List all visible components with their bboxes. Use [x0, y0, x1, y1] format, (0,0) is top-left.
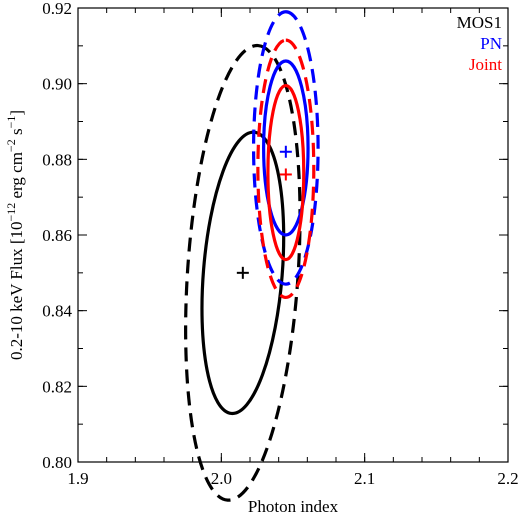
x-tick-label: 2.2: [497, 469, 518, 488]
plot-frame: [77, 7, 509, 463]
legend: MOS1 PN Joint: [457, 13, 503, 74]
axis-ticks: 1.9 2.0 2.1 2.2 0.80 0.82 0.84 0.86 0.88 0.90 0.92: [42, 0, 518, 488]
plot-content: [184, 10, 320, 502]
y-tick-label: 0.92: [42, 0, 72, 18]
joint-solid-contour: [266, 83, 306, 262]
pn-solid-contour: [262, 59, 310, 237]
pn-dashed-contour: [251, 10, 320, 286]
y-tick-label: 0.80: [42, 453, 72, 472]
y-tick-label: 0.86: [42, 226, 72, 245]
legend-entry-mos1: MOS1: [457, 13, 502, 32]
y-tick-label: 0.82: [42, 377, 72, 396]
pn-best-fit-marker: [279, 145, 292, 158]
x-tick-label: 1.9: [67, 469, 88, 488]
legend-entry-pn: PN: [480, 34, 502, 53]
mos1-best-fit-marker: [236, 266, 249, 279]
joint-dashed-contour: [256, 38, 316, 300]
x-tick-label: 2.1: [354, 469, 375, 488]
joint-best-fit-marker: [279, 168, 292, 181]
legend-entry-joint: Joint: [469, 55, 502, 74]
y-tick-label: 0.88: [42, 150, 72, 169]
x-tick-label: 2.0: [211, 469, 232, 488]
y-axis-label: 0.2-10 keV Flux [10−12 erg cm−2 s−1]: [4, 110, 26, 360]
x-axis-label: Photon index: [248, 497, 339, 516]
y-tick-label: 0.84: [42, 302, 72, 321]
y-tick-label: 0.90: [42, 75, 72, 94]
